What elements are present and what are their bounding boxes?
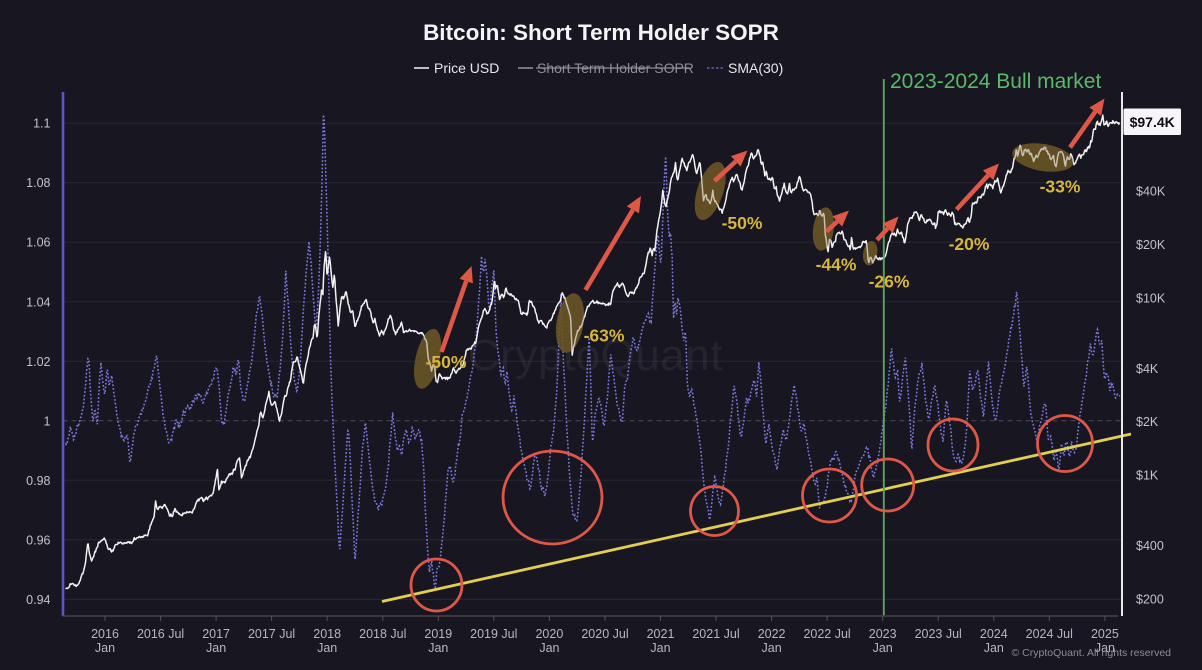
svg-text:CryptoQuant: CryptoQuant — [468, 331, 723, 380]
svg-text:2019 Jul: 2019 Jul — [470, 627, 517, 641]
svg-text:$400: $400 — [1136, 539, 1164, 553]
svg-text:2025: 2025 — [1091, 627, 1119, 641]
svg-text:-20%: -20% — [949, 234, 990, 254]
svg-text:0.94: 0.94 — [26, 593, 50, 607]
svg-text:2020: 2020 — [535, 627, 563, 641]
svg-text:-50%: -50% — [426, 352, 467, 372]
svg-text:Jan: Jan — [984, 641, 1004, 655]
svg-text:© CryptoQuant. All rights rese: © CryptoQuant. All rights reserved — [1012, 647, 1172, 659]
svg-text:-50%: -50% — [722, 213, 763, 233]
svg-text:0.96: 0.96 — [26, 533, 50, 547]
svg-text:Jan: Jan — [428, 641, 448, 655]
svg-text:-63%: -63% — [584, 326, 625, 346]
svg-text:-33%: -33% — [1040, 177, 1081, 197]
svg-text:$1K: $1K — [1136, 469, 1159, 483]
svg-text:1.04: 1.04 — [26, 295, 50, 309]
svg-text:1.06: 1.06 — [26, 236, 50, 250]
svg-text:-26%: -26% — [869, 272, 910, 292]
svg-text:2018: 2018 — [313, 627, 341, 641]
svg-text:2020 Jul: 2020 Jul — [581, 627, 628, 641]
svg-text:Jan: Jan — [317, 641, 337, 655]
svg-text:2023: 2023 — [869, 627, 897, 641]
svg-text:2023 Jul: 2023 Jul — [915, 627, 962, 641]
svg-text:2022: 2022 — [758, 627, 786, 641]
svg-text:Jan: Jan — [1095, 641, 1115, 655]
svg-text:Jan: Jan — [650, 641, 670, 655]
svg-text:Bitcoin: Short Term Holder SOP: Bitcoin: Short Term Holder SOPR — [423, 20, 779, 45]
svg-text:Jan: Jan — [206, 641, 226, 655]
svg-text:2018 Jul: 2018 Jul — [359, 627, 406, 641]
svg-text:2016: 2016 — [91, 627, 119, 641]
svg-text:-44%: -44% — [816, 255, 857, 275]
svg-text:2022 Jul: 2022 Jul — [803, 627, 850, 641]
svg-text:Jan: Jan — [539, 641, 559, 655]
svg-text:2017: 2017 — [202, 627, 230, 641]
svg-text:1.1: 1.1 — [33, 117, 50, 131]
svg-text:1.02: 1.02 — [26, 355, 50, 369]
svg-text:2021 Jul: 2021 Jul — [692, 627, 739, 641]
svg-text:1.08: 1.08 — [26, 176, 50, 190]
svg-text:$10K: $10K — [1136, 291, 1166, 305]
svg-text:1: 1 — [44, 414, 51, 428]
svg-text:$2K: $2K — [1136, 415, 1159, 429]
svg-text:Jan: Jan — [95, 641, 115, 655]
svg-text:2024: 2024 — [980, 627, 1008, 641]
svg-text:Jan: Jan — [873, 641, 893, 655]
svg-text:$20K: $20K — [1136, 238, 1166, 252]
svg-text:2019: 2019 — [424, 627, 452, 641]
svg-text:$97.4K: $97.4K — [1130, 114, 1175, 130]
svg-text:2021: 2021 — [647, 627, 675, 641]
svg-text:$4K: $4K — [1136, 362, 1159, 376]
svg-text:Price USD: Price USD — [434, 60, 499, 76]
svg-text:2016 Jul: 2016 Jul — [137, 627, 184, 641]
svg-text:$40K: $40K — [1136, 185, 1166, 199]
svg-text:2023-2024 Bull market: 2023-2024 Bull market — [890, 70, 1101, 93]
svg-text:SMA(30): SMA(30) — [728, 60, 783, 76]
svg-text:2024 Jul: 2024 Jul — [1026, 627, 1073, 641]
svg-text:Jan: Jan — [762, 641, 782, 655]
svg-text:$200: $200 — [1136, 593, 1164, 607]
svg-text:2017 Jul: 2017 Jul — [248, 627, 295, 641]
svg-text:0.98: 0.98 — [26, 474, 50, 488]
